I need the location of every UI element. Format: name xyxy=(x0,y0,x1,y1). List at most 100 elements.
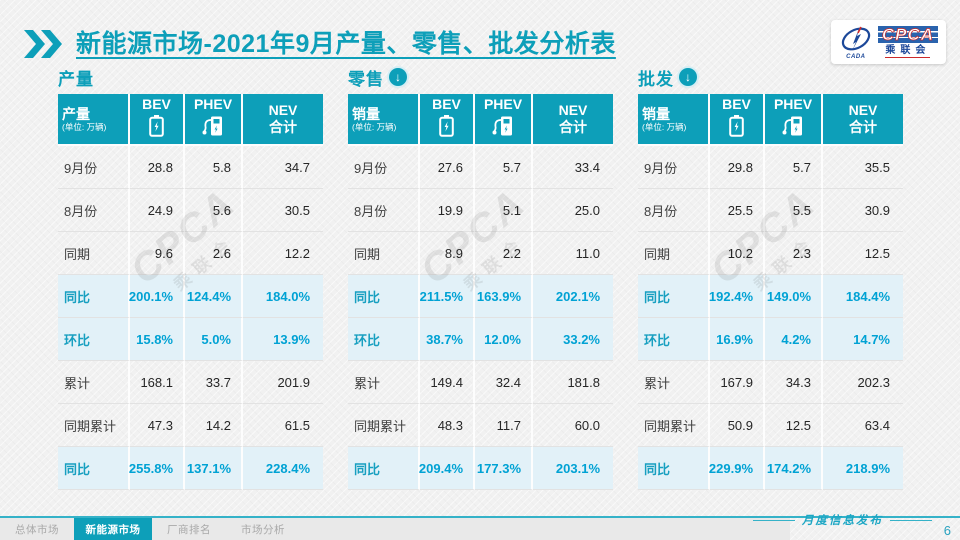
section-header: 零售 ↓ xyxy=(348,64,613,90)
row-label: 同比 xyxy=(638,447,710,490)
page-number: 6 xyxy=(943,523,951,538)
cell-value: 255.8% xyxy=(129,447,185,490)
cell-value: 209.4% xyxy=(419,447,475,490)
dash-right xyxy=(890,519,932,521)
page-title-rest: -2021年9月产量、零售、批发分析表 xyxy=(203,30,616,58)
cell-value: 34.7 xyxy=(243,146,323,189)
footer-tab-active[interactable]: 新能源市场 xyxy=(74,518,152,540)
cell-value: 203.1% xyxy=(533,447,613,490)
cell-value: 5.7 xyxy=(475,146,533,189)
cell-value: 5.5 xyxy=(765,189,823,232)
cell-value: 24.9 xyxy=(130,189,185,232)
table-measure-label: 销量 xyxy=(642,105,670,122)
cell-value: 9.6 xyxy=(130,232,185,275)
section-title: 零售 xyxy=(348,69,384,89)
cell-value: 201.9 xyxy=(243,361,323,404)
footer-tab-bar: 总体市场 新能源市场 厂商排名 市场分析 xyxy=(0,518,790,540)
cell-value: 15.8% xyxy=(130,318,185,361)
cell-value: 163.9% xyxy=(475,275,533,318)
row-label: 同期累计 xyxy=(58,404,130,447)
cell-value: 30.5 xyxy=(243,189,323,232)
column-header-subtext: 合计 xyxy=(269,119,297,135)
column-header-text: PHEV xyxy=(483,95,523,112)
cell-value: 29.8 xyxy=(710,146,765,189)
cell-value: 16.9% xyxy=(710,318,765,361)
double-chevron-icon xyxy=(24,30,62,58)
cada-label: CADA xyxy=(846,54,866,60)
cell-value: 34.3 xyxy=(765,361,823,404)
page-title: 新能源市场-2021年9月产量、零售、批发分析表 xyxy=(76,24,831,60)
row-label: 环比 xyxy=(348,318,420,361)
cell-value: 168.1 xyxy=(130,361,185,404)
column-header-text: BEV xyxy=(722,96,751,113)
section-header: 产量 xyxy=(58,64,323,90)
cell-value: 218.9% xyxy=(823,447,903,490)
column-header-nev: NEV 合计 xyxy=(533,94,613,146)
cpca-logo-text: CPCA 乘联会 xyxy=(877,25,938,59)
cell-value: 47.3 xyxy=(130,404,185,447)
footer-tab-inactive[interactable]: 市场分析 xyxy=(241,523,285,536)
cell-value: 13.9% xyxy=(243,318,323,361)
footer-tab-inactive[interactable]: 总体市场 xyxy=(15,523,59,536)
cpca-swoosh-icon xyxy=(841,26,870,51)
dash-left xyxy=(753,519,795,521)
slide-header: 新能源市场-2021年9月产量、零售、批发分析表 CADA CPCA 乘联会 xyxy=(24,16,946,68)
section-title: 批发 xyxy=(638,69,674,89)
row-label: 8月份 xyxy=(638,189,710,232)
column-header-nev: NEV 合计 xyxy=(823,94,903,146)
cell-value: 181.8 xyxy=(533,361,613,404)
circle-down-arrow-icon: ↓ xyxy=(679,68,697,86)
row-label: 同期 xyxy=(58,232,130,275)
cell-value: 5.8 xyxy=(185,146,243,189)
column-header-bev: BEV xyxy=(710,94,765,146)
data-table: 销量 (单位: 万辆) BEV PHEV NEV 合计 9月份 29.8 5.7 35.5 8月份 2… xyxy=(638,94,903,490)
footer-divider xyxy=(0,516,960,518)
cell-value: 33.7 xyxy=(185,361,243,404)
column-header-text: NEV xyxy=(558,102,588,119)
cell-value: 228.4% xyxy=(243,447,323,490)
row-label: 同期 xyxy=(348,232,420,275)
row-label: 环比 xyxy=(58,318,130,361)
cell-value: 61.5 xyxy=(243,404,323,447)
row-label: 同比 xyxy=(58,447,130,490)
cell-value: 137.1% xyxy=(185,447,243,490)
cell-value: 27.6 xyxy=(420,146,475,189)
cell-value: 12.0% xyxy=(475,318,533,361)
cell-value: 33.4 xyxy=(533,146,613,189)
footer-tab-inactive[interactable]: 厂商排名 xyxy=(167,523,211,536)
data-table: 产量 (单位: 万辆) BEV PHEV NEV 合计 9月份 28.8 5.8 34.7 8月份 2… xyxy=(58,94,323,490)
table-unit-label: (单位: 万辆) xyxy=(62,121,107,132)
cell-value: 229.9% xyxy=(709,447,765,490)
column-header-subtext: 合计 xyxy=(559,119,587,135)
table-unit-label: (单位: 万辆) xyxy=(352,121,397,132)
row-label: 同比 xyxy=(58,275,130,318)
cell-value: 12.5 xyxy=(765,404,823,447)
section-header: 批发 ↓ xyxy=(638,64,903,90)
cell-value: 25.5 xyxy=(710,189,765,232)
cell-value: 50.9 xyxy=(710,404,765,447)
row-label: 累计 xyxy=(58,361,130,404)
cell-value: 2.2 xyxy=(475,232,533,275)
row-label: 累计 xyxy=(348,361,420,404)
cell-value: 174.2% xyxy=(765,447,823,490)
cell-value: 48.3 xyxy=(420,404,475,447)
column-header-label: 销量 (单位: 万辆) xyxy=(348,94,420,146)
page-title-main: 新能源市场 xyxy=(76,30,204,58)
row-label: 同比 xyxy=(348,447,420,490)
cell-value: 28.8 xyxy=(130,146,185,189)
cell-value: 33.2% xyxy=(533,318,613,361)
cell-value: 11.0 xyxy=(533,232,613,275)
row-label: 同比 xyxy=(638,275,710,318)
row-label: 同期累计 xyxy=(638,404,710,447)
cell-value: 11.7 xyxy=(475,404,533,447)
column-header-label: 销量 (单位: 万辆) xyxy=(638,94,710,146)
cell-value: 10.2 xyxy=(710,232,765,275)
column-header-text: NEV xyxy=(268,102,298,119)
table-measure-label: 销量 xyxy=(352,105,380,122)
section-title: 产量 xyxy=(58,69,94,89)
column-header-bev: BEV xyxy=(130,94,185,146)
cell-value: 4.2% xyxy=(765,318,823,361)
column-header-text: PHEV xyxy=(193,95,233,112)
column-header-text: BEV xyxy=(432,96,461,113)
